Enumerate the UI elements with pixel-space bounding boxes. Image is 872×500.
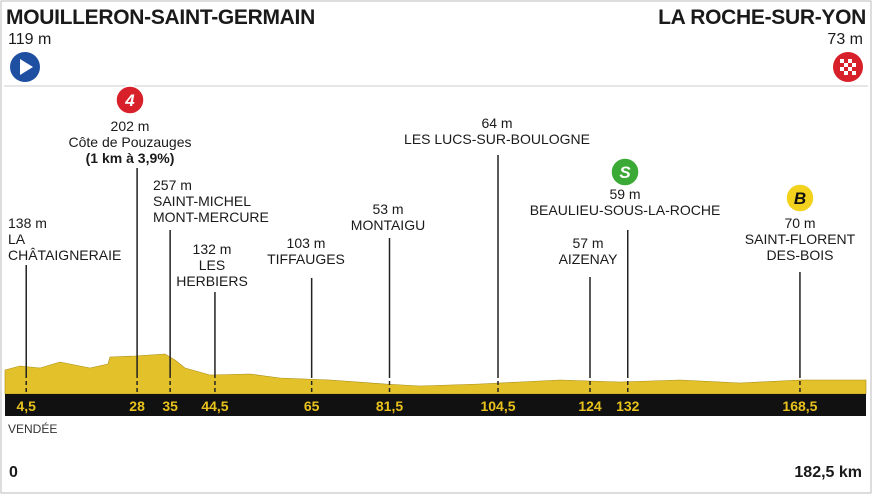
finish-altitude: 73 m bbox=[827, 31, 863, 48]
waypoint-name: SAINT-FLORENT bbox=[745, 231, 856, 247]
km-band bbox=[5, 394, 866, 416]
start-altitude: 119 m bbox=[8, 31, 51, 48]
km-label: 168,5 bbox=[782, 398, 817, 414]
finish-name: LA ROCHE-SUR-YON bbox=[658, 6, 866, 29]
km-label: 81,5 bbox=[376, 398, 403, 414]
badge bbox=[785, 183, 815, 213]
waypoint-altitude: 70 m bbox=[784, 215, 815, 231]
km-label: 4,5 bbox=[16, 398, 36, 414]
km-label: 65 bbox=[304, 398, 320, 414]
km-label: 35 bbox=[162, 398, 178, 414]
waypoint-name: TIFFAUGES bbox=[267, 251, 345, 267]
waypoint-name: BEAULIEU-SOUS-LA-ROCHE bbox=[530, 202, 721, 218]
waypoint-altitude: 57 m bbox=[572, 235, 603, 251]
waypoint-altitude: 103 m bbox=[287, 235, 326, 251]
waypoint-name: SAINT-MICHEL bbox=[153, 193, 251, 209]
km-label: 132 bbox=[616, 398, 640, 414]
region: VENDÉE bbox=[8, 421, 57, 436]
waypoint-name: AIZENAY bbox=[559, 251, 619, 267]
waypoint-name: LES LUCS-SUR-BOULOGNE bbox=[404, 131, 590, 147]
waypoint-altitude: 59 m bbox=[609, 186, 640, 202]
waypoint-name: DES-BOIS bbox=[767, 247, 834, 263]
waypoint-name: LES bbox=[199, 257, 225, 273]
waypoint-name: MONTAIGU bbox=[351, 217, 425, 233]
waypoint-name: CHÂTAIGNERAIE bbox=[8, 247, 121, 263]
start-km: 0 bbox=[9, 464, 18, 481]
badge bbox=[610, 157, 640, 187]
badge-label: B bbox=[794, 189, 806, 208]
waypoint-name: LA bbox=[8, 231, 26, 247]
km-label: 28 bbox=[129, 398, 145, 414]
start-icon bbox=[10, 52, 40, 82]
start-name: MOUILLERON-SAINT-GERMAIN bbox=[6, 6, 315, 29]
waypoint-name: MONT-MERCURE bbox=[153, 209, 269, 225]
km-label: 44,5 bbox=[201, 398, 228, 414]
waypoint-altitude: 257 m bbox=[153, 177, 192, 193]
badge bbox=[115, 85, 145, 115]
total-km: 182,5 km bbox=[794, 464, 862, 481]
badge-label: 4 bbox=[124, 91, 135, 110]
waypoint-name: Côte de Pouzauges bbox=[69, 134, 192, 150]
waypoint-name: HERBIERS bbox=[176, 273, 248, 289]
waypoint-altitude: 202 m bbox=[111, 118, 150, 134]
badge-label: S bbox=[619, 163, 631, 182]
waypoint-altitude: 64 m bbox=[481, 115, 512, 131]
finish-icon bbox=[833, 52, 863, 82]
terrain bbox=[4, 353, 867, 395]
waypoint-detail: (1 km à 3,9%) bbox=[86, 150, 175, 166]
km-label: 104,5 bbox=[480, 398, 515, 414]
waypoint-altitude: 53 m bbox=[372, 201, 403, 217]
waypoint-altitude: 132 m bbox=[193, 241, 232, 257]
km-label: 124 bbox=[578, 398, 602, 414]
waypoint-altitude: 138 m bbox=[8, 215, 47, 231]
